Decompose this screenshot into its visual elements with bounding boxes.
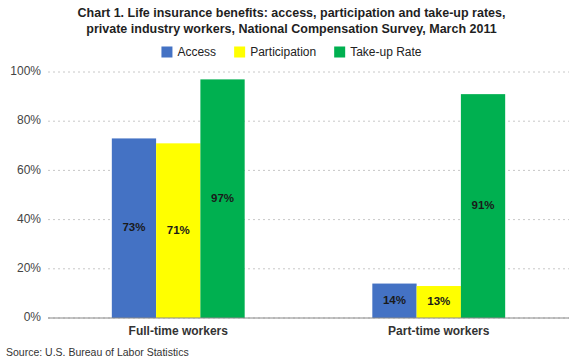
bar — [200, 79, 244, 318]
y-tick-label: 60% — [17, 163, 41, 177]
data-label: 14% — [383, 294, 406, 306]
y-axis: 0% 20% 40% 60% 80% 100% — [10, 64, 569, 324]
legend-item: Take-up Rate — [334, 45, 422, 59]
legend-swatch — [234, 47, 245, 58]
grid-line — [48, 72, 569, 73]
bar — [461, 94, 505, 318]
bars — [112, 79, 505, 318]
legend-swatch — [334, 47, 345, 58]
bar — [372, 284, 416, 318]
x-tick-label: Part-time workers — [388, 324, 490, 338]
legend-item: Participation — [234, 45, 316, 59]
legend-label: Access — [177, 45, 216, 59]
source-note: Source: U.S. Bureau of Labor Statistics — [6, 346, 189, 358]
y-tick-label: 0% — [24, 310, 42, 324]
grid-line — [48, 318, 569, 319]
y-tick-label: 40% — [17, 212, 41, 226]
legend: Access Participation Take-up Rate — [161, 45, 421, 59]
y-tick-label: 80% — [17, 113, 41, 127]
x-axis: Full-time workers Part-time workers — [48, 318, 569, 338]
title: Chart 1. Life insurance benefits: access… — [78, 6, 506, 20]
data-label: 91% — [472, 199, 495, 211]
data-labels: 73% 14% 71% 13% 97% 91% — [122, 192, 494, 307]
legend-label: Take-up Rate — [350, 45, 422, 59]
data-label: 71% — [167, 224, 190, 236]
y-tick-label: 20% — [17, 261, 41, 275]
data-label: 97% — [211, 192, 234, 204]
subtitle: private industry workers, National Compe… — [86, 22, 496, 36]
legend-item: Access — [161, 45, 216, 59]
x-tick-label: Full-time workers — [129, 324, 229, 338]
x-axis-line — [48, 318, 569, 319]
y-tick-label: 100% — [10, 64, 41, 78]
legend-swatch — [161, 47, 172, 58]
bar — [112, 138, 156, 318]
legend-label: Participation — [250, 45, 316, 59]
data-label: 13% — [427, 295, 450, 307]
data-label: 73% — [122, 221, 145, 233]
chart: Chart 1. Life insurance benefits: access… — [0, 0, 583, 363]
bar — [156, 143, 200, 318]
bar — [417, 286, 461, 318]
